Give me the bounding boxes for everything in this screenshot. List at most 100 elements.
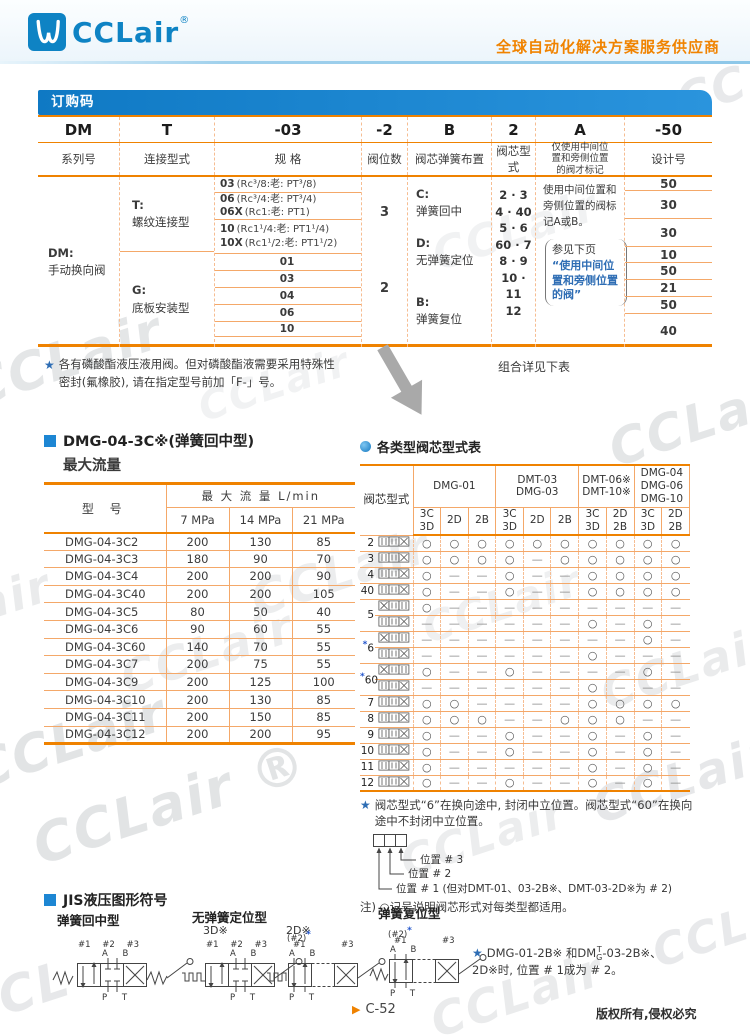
model-cell: DMG-04-3C4 (44, 567, 166, 586)
position-3: #3 (442, 936, 455, 946)
availability-cell: — (440, 663, 469, 680)
availability-cell: ○ (413, 567, 441, 584)
spool-type-item: 5 · 6 (499, 221, 528, 235)
spool-table-row: — — — — — — ○ — ○ — (360, 615, 690, 632)
spool-type-table: 阀芯型式 DMG-01 DMT-03 DMG-03 DMT-06※ DMT-10※ DMG-… (360, 464, 691, 792)
spool-star-note: ★ 阀芯型式“6”在换向途中, 封闭中立位置。阀芯型式“60”在换向途中不封闭中… (360, 797, 694, 829)
flow-value-cell: 55 (291, 619, 355, 639)
connection-subplate: G: 底板安装型 (120, 252, 214, 347)
design-number-cell: 50 (625, 177, 712, 191)
spool-symbol-icon (378, 728, 410, 739)
availability-cell: — (661, 727, 690, 744)
spool-symbol-icon (378, 664, 410, 675)
availability-cell: — (550, 759, 580, 776)
spool-table-row: *60 ○ — — ○ — — — — ○ — (360, 663, 690, 696)
flow-value-cell: 70 (291, 549, 355, 568)
flow-value-cell: 200 (228, 584, 292, 603)
spool-variant-header: 3C 3D (578, 506, 607, 536)
code-part: -2 (362, 117, 408, 142)
availability-cell: ○ (413, 535, 441, 552)
availability-cell: ○ (606, 711, 635, 728)
spring-name: 弹簧回中 (416, 204, 462, 219)
spool-icon-cell (375, 663, 414, 680)
availability-cell: — (550, 727, 580, 744)
availability-cell: — (550, 631, 580, 648)
availability-cell: ○ (413, 583, 441, 600)
availability-cell: — (440, 567, 469, 584)
spring-option: D: 无弹簧定位 (416, 235, 474, 270)
availability-cell: — (550, 695, 580, 712)
availability-cell: ○ (606, 695, 635, 712)
availability-cell: ○ (495, 551, 525, 568)
spool-table-row: — — — — — — ○ — — — (360, 679, 690, 696)
model-cell: DMG-04-3C7 (44, 655, 166, 674)
flow-value-cell: 200 (165, 725, 229, 744)
spool-symbol-icon (378, 552, 410, 563)
availability-cell: — (661, 743, 690, 760)
spool-table-row: 4 ○ — — ○ — — ○ ○ ○ ○ (360, 567, 690, 584)
availability-cell: ○ (495, 567, 525, 584)
spool-symbol-icon (378, 632, 410, 643)
mark-ref-prefix: 参见下页 (552, 243, 596, 257)
spool-symbol-icon (378, 744, 410, 755)
availability-cell: ○ (606, 583, 635, 600)
spool-number: 9 (360, 727, 376, 744)
availability-cell: — (440, 679, 469, 696)
availability-cell: — (523, 775, 552, 792)
col-mark: 使用中间位置和旁侧位置的阀标记A或B。 参见下页 “使用中间位 置和旁侧位置 的阀” (536, 177, 627, 347)
spool-number: 2 (360, 535, 376, 552)
brand-logo: CCLair ® (28, 13, 189, 53)
model-cell: DMG-04-3C60 (44, 637, 166, 656)
jis-symbol-spring-offset: (#2)* #1 #3 A B P T (368, 926, 498, 1002)
spool-icon-cell (375, 535, 414, 552)
code-part: 2 (492, 117, 536, 142)
ordering-title-bar: 订购码 (38, 90, 712, 115)
availability-cell: ○ (578, 647, 607, 664)
spool-icon-cell (375, 631, 414, 648)
spool-variant-header: 3C 3D (633, 506, 662, 536)
availability-cell: — (606, 615, 635, 632)
model-cell: DMG-04-3C3 (44, 549, 166, 568)
flow-value-cell: 60 (228, 619, 292, 639)
spool-variant-header: 2D (523, 506, 552, 536)
availability-cell: — (606, 599, 635, 616)
spool-symbol-icon (378, 568, 410, 579)
col-spec: 03 (Rc³/8:老: PT³/8) 06 (Rc³/4:老: PT³/4) 06X(… (215, 177, 362, 347)
col-design-number: 50 30 30 10 50 21 50 40 (625, 177, 712, 347)
header-divider (0, 61, 750, 64)
availability-cell: — (413, 615, 441, 632)
arrow-down-icon (377, 344, 423, 415)
spring-name: 弹簧复位 (416, 312, 462, 327)
model-cell: DMG-04-3C2 (44, 532, 166, 551)
jis-label-no-spring: 无弹簧定位型 (192, 910, 268, 925)
spool-icon-cell (375, 551, 414, 568)
series-code: DM: (48, 245, 74, 260)
availability-cell: — (523, 599, 552, 616)
ordering-code-row: DM T -03 -2 B 2 A -50 (38, 117, 712, 143)
availability-cell: — (661, 663, 690, 680)
availability-cell: ○ (578, 727, 607, 744)
availability-cell: ○ (413, 711, 441, 728)
spool-icon-cell (375, 695, 414, 712)
availability-cell: — (468, 599, 497, 616)
jis-title: JIS液压图形符号 (63, 893, 168, 909)
section-bullet-circle (360, 441, 371, 452)
availability-cell: ○ (578, 679, 607, 696)
availability-cell: — (578, 631, 607, 648)
availability-cell: ○ (661, 695, 690, 712)
availability-cell: — (634, 711, 662, 728)
ordering-title: 订购码 (51, 94, 95, 110)
availability-cell: — (550, 775, 580, 792)
spring-code: D: (416, 236, 431, 250)
position-1: #1 (293, 940, 306, 950)
availability-cell: ○ (634, 663, 662, 680)
position-count-3: 3 (379, 205, 390, 220)
position-count-2: 2 (379, 281, 390, 296)
availability-cell: — (440, 599, 469, 616)
availability-cell: ○ (495, 663, 525, 680)
availability-cell: — (661, 631, 690, 648)
availability-cell: — (468, 631, 497, 648)
position-1: #1 (394, 936, 407, 946)
availability-cell: ○ (634, 695, 662, 712)
ordering-label-row: 系列号 连接型式规 格阀位数 阀芯弹簧布置 阀芯型式 仅使用中间位 置和旁侧位置 的阀才… (38, 142, 712, 177)
